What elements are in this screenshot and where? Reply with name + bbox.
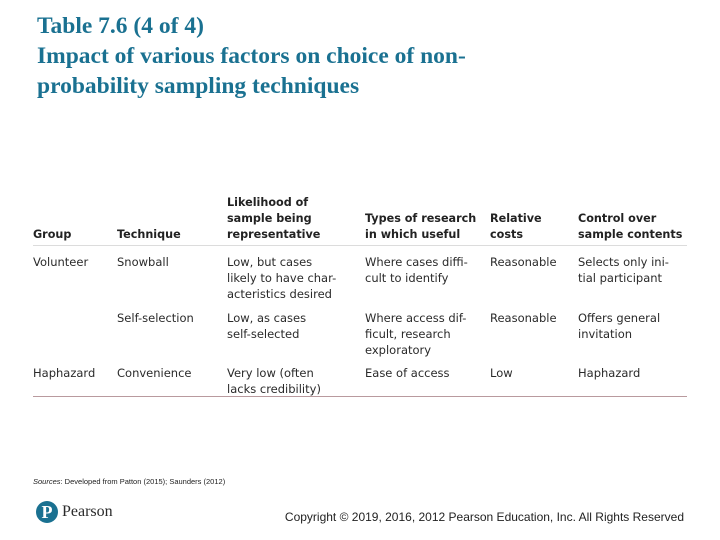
cell-control: Selects only ini- tial participant (578, 255, 669, 285)
title-line-3: probability sampling techniques (37, 73, 360, 99)
cell-group: Haphazard (33, 366, 96, 380)
copyright-notice: Copyright © 2019, 2016, 2012 Pearson Edu… (284, 510, 684, 524)
sampling-techniques-table: Group Technique Likelihood of sample bei… (33, 194, 687, 397)
sources-note: Sources: Developed from Patton (2015); S… (33, 477, 225, 486)
header-technique: Technique (117, 228, 181, 241)
table-row: Volunteer Snowball Low, but cases likely… (33, 246, 687, 302)
cell-likelihood: Very low (often lacks credibility) (227, 366, 321, 396)
table-row: Haphazard Convenience Very low (often la… (33, 357, 687, 397)
title-line-1: Table 7.6 (4 of 4) (37, 13, 204, 39)
cell-research-types: Where cases diffi- cult to identify (365, 255, 468, 285)
header-research-types: Types of research in which useful (365, 212, 477, 241)
cell-research-types: Ease of access (365, 366, 450, 380)
cell-technique: Self-selection (117, 311, 194, 325)
table-row: Self-selection Low, as cases self-select… (33, 302, 687, 357)
sources-text: : Developed from Patton (2015); Saunders… (60, 477, 226, 486)
header-control: Control over sample contents (578, 212, 683, 241)
pearson-p-icon: P (36, 501, 58, 523)
header-group: Group (33, 228, 72, 241)
cell-relative-costs: Reasonable (490, 311, 557, 325)
cell-control: Haphazard (578, 366, 641, 380)
cell-technique: Snowball (117, 255, 169, 269)
header-likelihood: Likelihood of sample being representativ… (227, 196, 321, 241)
sources-label: Sources (33, 477, 61, 486)
pearson-wordmark: Pearson (62, 503, 113, 520)
cell-research-types: Where access dif- ficult, research explo… (365, 311, 467, 357)
cell-group (33, 310, 117, 357)
page-title: Table 7.6 (4 of 4) Impact of various fac… (37, 11, 697, 101)
title-line-2: Impact of various factors on choice of n… (37, 43, 466, 69)
cell-technique: Convenience (117, 366, 192, 380)
cell-control: Offers general invitation (578, 311, 661, 341)
header-relative-costs: Relative costs (490, 212, 542, 241)
table-header-row: Group Technique Likelihood of sample bei… (33, 194, 687, 246)
cell-likelihood: Low, but cases likely to have char- acte… (227, 255, 337, 301)
cell-group: Volunteer (33, 255, 89, 269)
cell-likelihood: Low, as cases self-selected (227, 311, 307, 341)
cell-relative-costs: Low (490, 366, 513, 380)
cell-relative-costs: Reasonable (490, 255, 557, 269)
pearson-logo: P Pearson (36, 501, 113, 523)
